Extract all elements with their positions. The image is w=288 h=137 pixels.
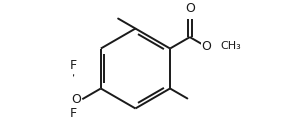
Text: O: O: [72, 93, 82, 106]
Text: F: F: [70, 107, 77, 120]
Text: CH₃: CH₃: [220, 41, 241, 51]
Text: O: O: [201, 40, 211, 53]
Text: F: F: [70, 59, 77, 72]
Text: O: O: [185, 2, 195, 15]
